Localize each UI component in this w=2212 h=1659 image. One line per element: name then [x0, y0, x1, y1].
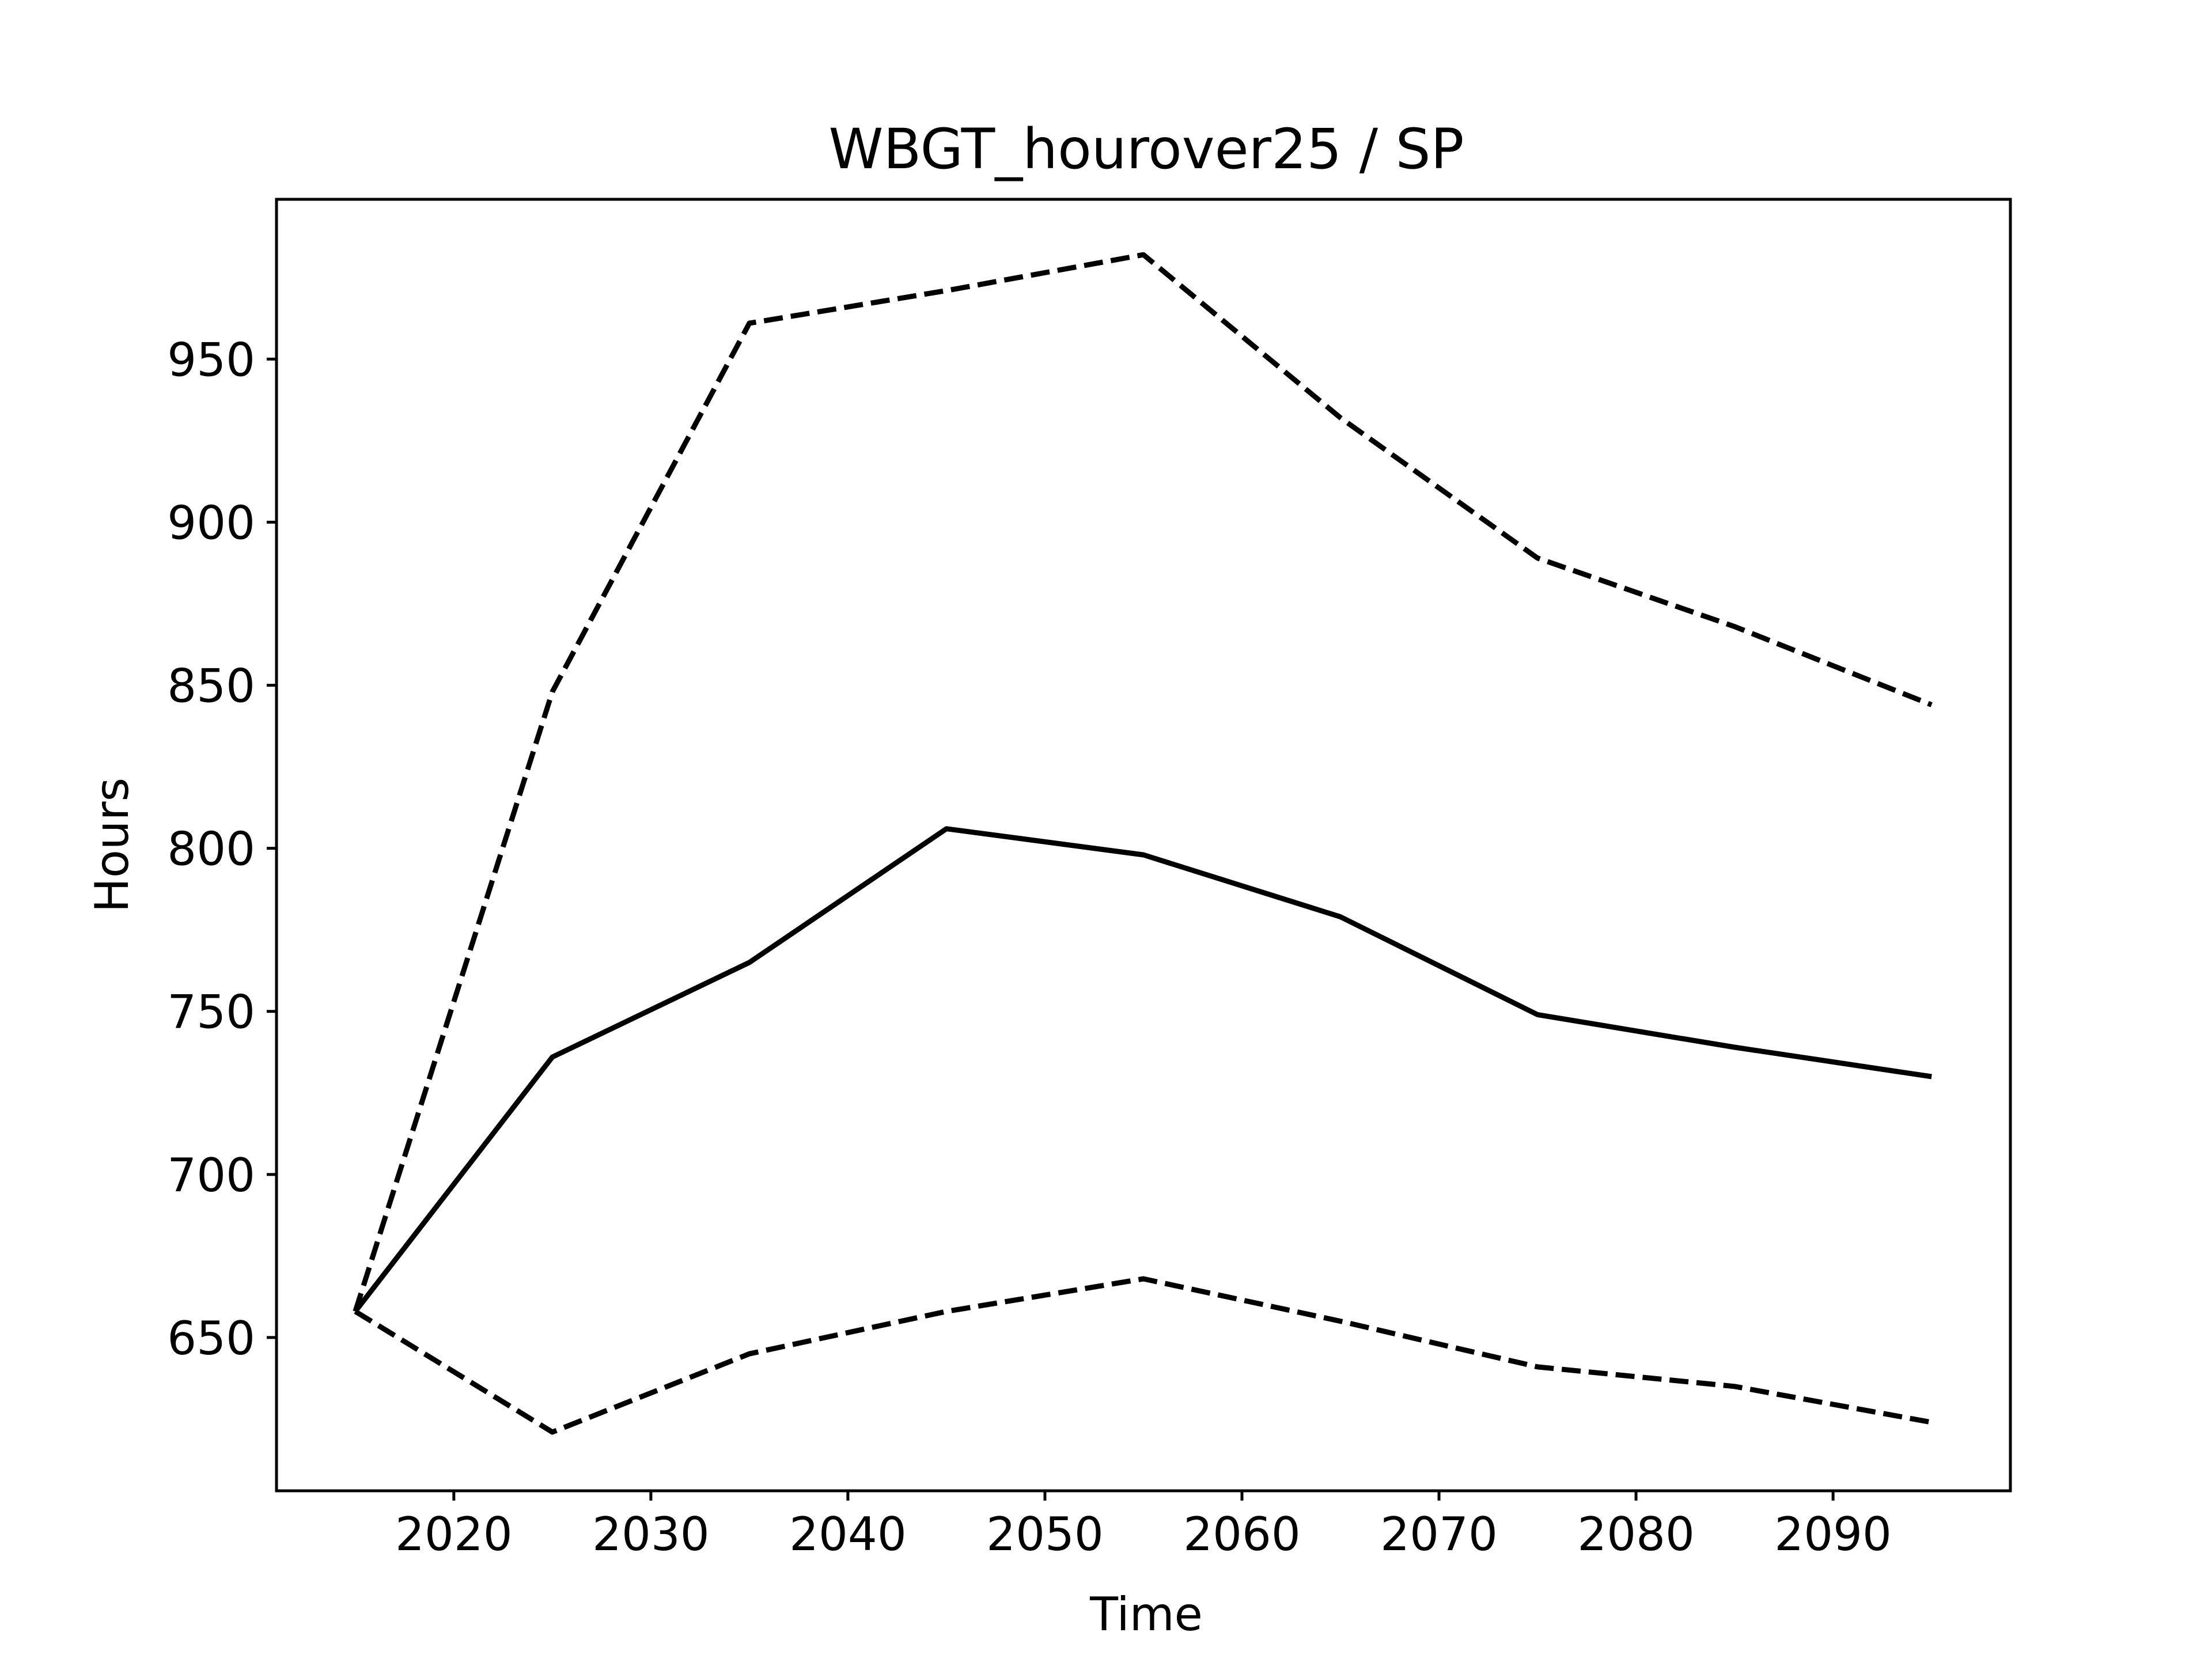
y-tick-label: 900 — [167, 497, 255, 550]
y-tick-label: 950 — [167, 333, 255, 387]
chart-title: WBGT_hourover25 / SP — [829, 117, 1464, 181]
series-line-2 — [353, 252, 1933, 1312]
series-line-1 — [353, 826, 1932, 1313]
x-tick-label: 2050 — [986, 1508, 1104, 1561]
x-tick-label: 2020 — [395, 1508, 513, 1561]
x-tick-label: 2060 — [1183, 1508, 1301, 1561]
plot-frame — [275, 198, 2012, 1493]
x-tick-label: 2030 — [592, 1508, 710, 1561]
plot-area — [353, 252, 1933, 1435]
y-tick-label: 700 — [167, 1149, 255, 1202]
y-tick-label: 750 — [167, 986, 255, 1039]
y-tick-label: 850 — [167, 660, 255, 713]
x-tick-label: 2090 — [1774, 1508, 1892, 1561]
x-tick-label: 2080 — [1577, 1508, 1695, 1561]
y-tick-label: 650 — [167, 1312, 255, 1365]
y-axis: 650 700 750 800 850 900 950 — [167, 333, 276, 1365]
y-tick-label: 800 — [167, 823, 255, 876]
x-tick-label: 2040 — [789, 1508, 907, 1561]
x-axis: 2020 2030 2040 2050 2060 2070 2080 2090 — [395, 1491, 1892, 1561]
x-axis-label: Time — [1089, 1588, 1203, 1641]
y-axis-label: Hours — [85, 778, 139, 912]
series-line-3 — [354, 1276, 1933, 1435]
x-tick-label: 2070 — [1380, 1508, 1498, 1561]
